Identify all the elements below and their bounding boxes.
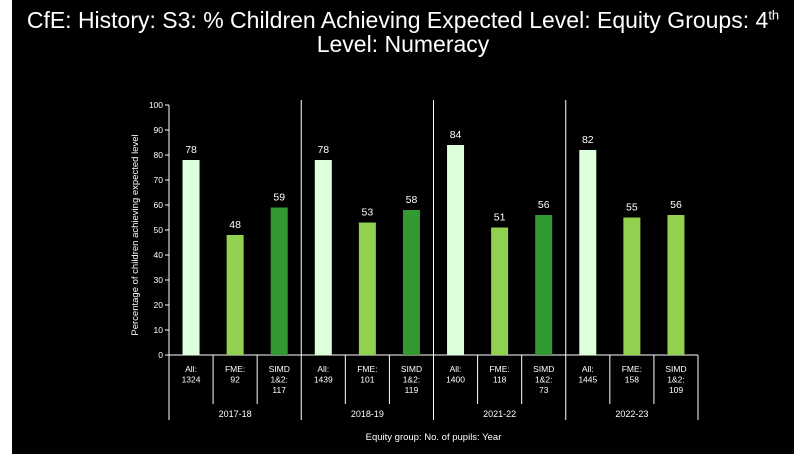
category-label: FME:	[357, 364, 377, 374]
bar	[226, 235, 244, 355]
category-label: FME:	[489, 364, 509, 374]
title-text-end: Level: Numeracy	[316, 31, 490, 57]
bar	[402, 210, 420, 355]
title-superscript: th	[768, 7, 780, 23]
bar-chart: 010203040506070809010078All:132448FME:92…	[130, 100, 699, 443]
bar-value-label: 59	[273, 192, 285, 204]
chart-slide: CfE: History: S3: % Children Achieving E…	[12, 0, 794, 454]
y-tick-label: 100	[149, 100, 163, 110]
bar	[447, 145, 465, 355]
bar-value-label: 58	[406, 194, 418, 206]
bar-value-label: 78	[317, 144, 329, 156]
bar-value-label: 48	[229, 219, 241, 231]
category-label: SIMD	[665, 364, 686, 374]
x-axis-title: Equity group: No. of pupils: Year	[366, 432, 502, 443]
y-tick-label: 30	[154, 275, 164, 285]
bar-value-label: 51	[494, 212, 506, 224]
y-tick-label: 90	[154, 125, 164, 135]
category-label: FME:	[622, 364, 642, 374]
category-label: All:	[582, 364, 594, 374]
category-label: 101	[360, 375, 374, 385]
title-text: CfE: History: S3: % Children Achieving E…	[26, 7, 769, 33]
category-label: 1&2:	[403, 375, 421, 385]
bar-value-label: 78	[185, 144, 197, 156]
y-tick-label: 20	[154, 300, 164, 310]
year-label: 2017-18	[219, 409, 252, 419]
category-label: All:	[317, 364, 329, 374]
category-label: 118	[493, 375, 507, 385]
bar-value-label: 56	[670, 199, 682, 211]
bar	[270, 207, 288, 355]
category-label: 117	[272, 385, 286, 395]
y-tick-label: 70	[154, 175, 164, 185]
bar	[667, 215, 685, 355]
category-label: SIMD	[533, 364, 554, 374]
category-label: All:	[185, 364, 197, 374]
bar	[182, 160, 200, 355]
category-label: 73	[539, 385, 549, 395]
y-tick-label: 50	[154, 225, 164, 235]
bar	[358, 222, 376, 355]
bar	[623, 217, 641, 355]
category-label: 1439	[314, 375, 333, 385]
category-label: 1&2:	[270, 375, 288, 385]
year-label: 2022-23	[615, 409, 648, 419]
y-tick-label: 60	[154, 200, 164, 210]
y-tick-label: 80	[154, 150, 164, 160]
category-label: 1400	[446, 375, 465, 385]
category-label: 1&2:	[667, 375, 685, 385]
category-label: SIMD	[269, 364, 290, 374]
bar	[535, 215, 553, 355]
category-label: All:	[450, 364, 462, 374]
chart-title: CfE: History: S3: % Children Achieving E…	[12, 8, 794, 56]
bar	[314, 160, 332, 355]
bar-value-label: 84	[450, 129, 462, 141]
category-label: 1445	[578, 375, 597, 385]
year-label: 2018-19	[351, 409, 384, 419]
category-label: 1324	[182, 375, 201, 385]
bar	[579, 150, 597, 355]
category-label: 119	[405, 385, 419, 395]
category-label: 109	[669, 385, 683, 395]
bar-value-label: 82	[582, 134, 594, 146]
bar-value-label: 56	[538, 199, 550, 211]
bar-value-label: 53	[362, 207, 374, 219]
category-label: SIMD	[401, 364, 422, 374]
category-label: 1&2:	[535, 375, 553, 385]
y-axis-title: Percentage of children achieving expecte…	[130, 134, 141, 335]
bar-value-label: 55	[626, 202, 638, 214]
bar	[491, 227, 509, 355]
category-label: 158	[625, 375, 639, 385]
category-label: 92	[230, 375, 240, 385]
category-label: FME:	[225, 364, 245, 374]
y-tick-label: 0	[158, 350, 163, 360]
year-label: 2021-22	[483, 409, 516, 419]
y-tick-label: 40	[154, 250, 164, 260]
y-tick-label: 10	[154, 325, 164, 335]
